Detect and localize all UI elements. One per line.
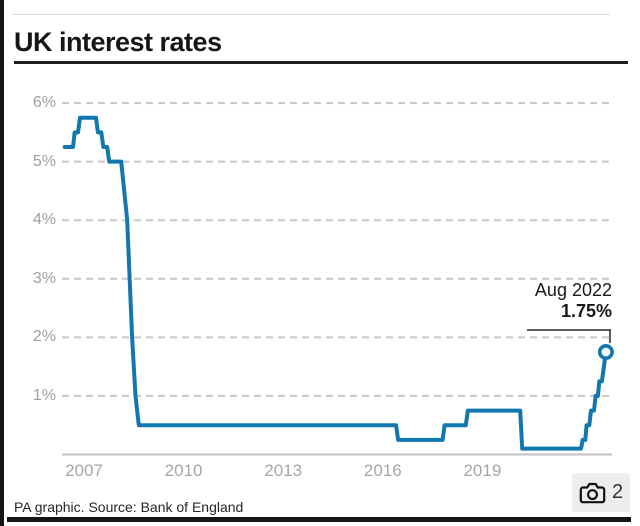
photo-count-badge[interactable]: 2 xyxy=(572,473,630,512)
y-axis-label: 5% xyxy=(32,152,56,170)
bottom-border-bar xyxy=(7,517,631,522)
y-axis-label: 2% xyxy=(32,328,56,346)
rate-series-line xyxy=(62,115,608,451)
chart-title: UK interest rates xyxy=(14,27,222,57)
source-caption: PA graphic. Source: Bank of England xyxy=(14,499,244,515)
left-border-bar xyxy=(0,0,4,526)
annotation-value-label: 1.75% xyxy=(560,301,612,321)
latest-point-marker xyxy=(597,343,614,360)
x-axis-label: 2013 xyxy=(264,461,303,480)
top-divider-line xyxy=(12,14,610,15)
title-underline xyxy=(14,61,628,64)
x-axis-label: 2010 xyxy=(164,461,203,480)
x-axis-label: 2019 xyxy=(463,461,502,480)
annotation-pointer-line xyxy=(527,329,611,343)
x-axis-label: 2016 xyxy=(363,461,402,480)
y-axis-label: 6% xyxy=(32,94,56,112)
latest-rate-annotation: Aug 2022 1.75% xyxy=(535,280,612,322)
x-axis-label: 2007 xyxy=(65,461,103,480)
camera-icon xyxy=(579,482,606,503)
y-axis-label: 1% xyxy=(32,386,56,404)
y-axis-label: 3% xyxy=(32,269,56,287)
photo-count: 2 xyxy=(611,481,624,503)
y-axis-label: 4% xyxy=(32,211,56,229)
annotation-date-label: Aug 2022 xyxy=(534,280,612,300)
